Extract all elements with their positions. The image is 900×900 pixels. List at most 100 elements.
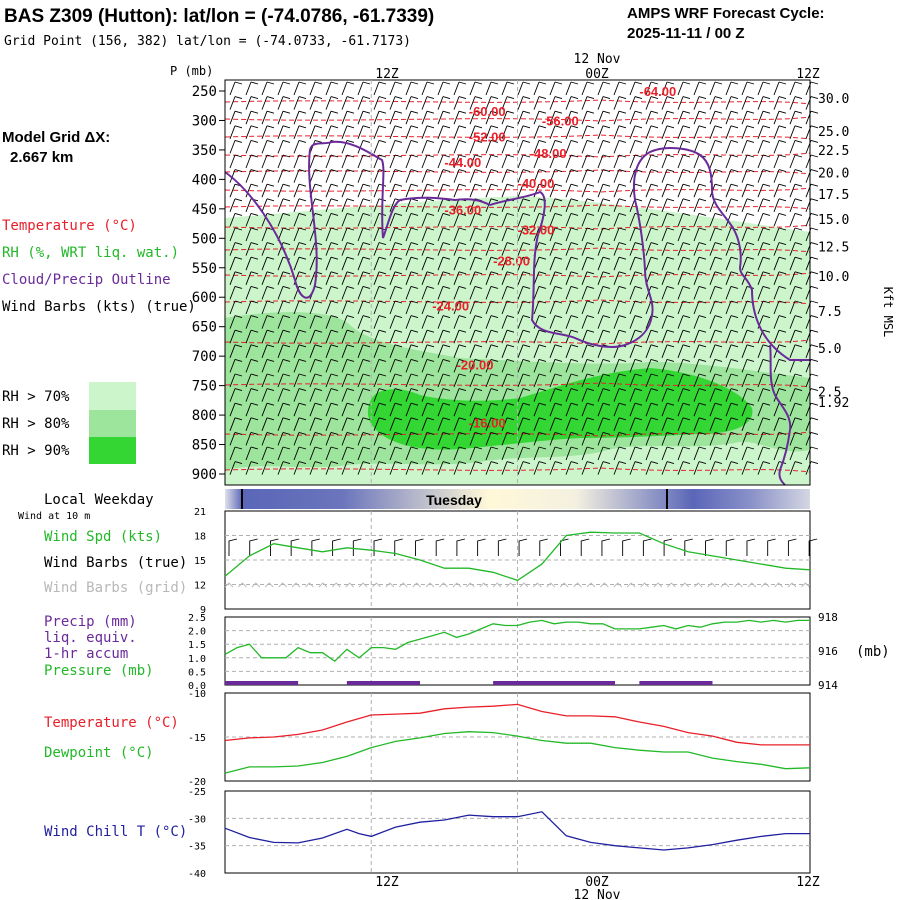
wind-barb (597, 242, 611, 256)
wind-barb (325, 154, 339, 169)
wind-barb (629, 446, 643, 461)
wind-barb (517, 139, 531, 154)
wind-barb (277, 388, 291, 402)
wind-barb (229, 110, 243, 125)
wind-barb (629, 417, 643, 431)
wind-barb (709, 446, 723, 461)
top-tick-12z-a: 12Z (375, 67, 399, 82)
isotherm-line (224, 467, 811, 473)
wind-barb (693, 256, 707, 271)
wind-barb (325, 169, 339, 183)
grid-wind-barb (640, 582, 649, 588)
grid-wind-barb (613, 582, 623, 588)
wind-barb (437, 344, 451, 358)
wind-barb (357, 402, 371, 417)
wind-barb (261, 388, 275, 402)
wind-barb (773, 212, 787, 227)
wind-barb (309, 417, 323, 431)
wind-barb (581, 461, 595, 475)
wind-barb (277, 446, 291, 461)
isotherm-line (224, 169, 811, 175)
wind-barb (725, 402, 739, 417)
wind-barb (709, 212, 723, 227)
wind-barb (245, 271, 259, 285)
wind-barb (453, 242, 467, 256)
wind-barb (773, 139, 787, 154)
wind-barb (565, 344, 579, 358)
wind-barb (469, 388, 483, 402)
temperature-panel: -20 -15 -10 (188, 689, 811, 788)
wind-barb (261, 446, 275, 461)
wind-barb (517, 358, 531, 373)
wind-barb (485, 256, 499, 271)
wind-barb (693, 358, 707, 373)
wind-barb (789, 373, 803, 388)
grid-wind-barb (439, 582, 448, 588)
wind-barb (421, 271, 435, 285)
wind-barb (293, 446, 307, 461)
wind-barb (405, 344, 419, 358)
wind-barb (693, 110, 707, 125)
wind-barb (437, 315, 451, 329)
wind-barb (661, 431, 675, 446)
wind-barb (725, 315, 739, 329)
wind-barb (245, 154, 259, 169)
wind-barb (645, 154, 659, 169)
isotherm-line (224, 204, 811, 210)
wind-barb (261, 183, 275, 198)
wind-barb (437, 402, 451, 417)
wind-barb (549, 242, 563, 256)
wind-barb (373, 96, 387, 110)
wind-barb (453, 139, 467, 154)
wind-barb (341, 242, 355, 256)
wind-barb (229, 446, 243, 461)
wind-barb (645, 125, 659, 139)
wind-barb (645, 358, 659, 373)
wind-barb (277, 300, 291, 315)
wind-barb (629, 402, 643, 417)
wind-barb (421, 96, 435, 110)
wind-barb (773, 183, 787, 198)
wind-barb (277, 139, 291, 154)
wind-barb (341, 125, 355, 139)
wind-barb (613, 329, 627, 344)
grid-wind-barb (506, 582, 515, 588)
wind-barb (677, 256, 691, 271)
wind-barb (549, 154, 563, 169)
y2-tick-label: 918 (818, 611, 838, 624)
bottom-tick-12z-a: 12Z (375, 875, 399, 890)
wind-barb (485, 271, 499, 285)
wind-barb (245, 344, 259, 358)
wind-barb (373, 388, 387, 402)
wind-barb (549, 183, 563, 198)
wind-barb (741, 212, 755, 227)
wind-barb (661, 198, 675, 212)
y-tick-label: -20 (188, 777, 206, 788)
wind-barb (277, 81, 291, 96)
wind-barb (725, 139, 739, 154)
wind-barb (725, 373, 739, 388)
wind-barb (709, 329, 723, 344)
wind-barb (325, 344, 339, 358)
wind-barb (677, 125, 691, 139)
wind-barb (325, 461, 339, 475)
wind-barb (725, 285, 739, 300)
wind-barb (549, 417, 563, 431)
wind-barb (389, 431, 403, 446)
wind-barb (613, 315, 627, 329)
wind-barb (341, 461, 355, 475)
wind-barb (725, 242, 739, 256)
grid-wind-barb (760, 582, 770, 588)
wind-barb (517, 256, 531, 271)
wind-barb (453, 315, 467, 329)
weekday-name: Tuesday (426, 492, 482, 508)
wind-barb (469, 139, 483, 154)
wind-barb (757, 402, 771, 417)
wind-barb (421, 461, 435, 475)
wind-barb (789, 300, 803, 315)
wind-barb (357, 388, 371, 402)
surface-wind-barb (580, 538, 590, 556)
wind-barb (405, 402, 419, 417)
wind-barb (357, 169, 371, 183)
wind-barb (789, 256, 803, 271)
